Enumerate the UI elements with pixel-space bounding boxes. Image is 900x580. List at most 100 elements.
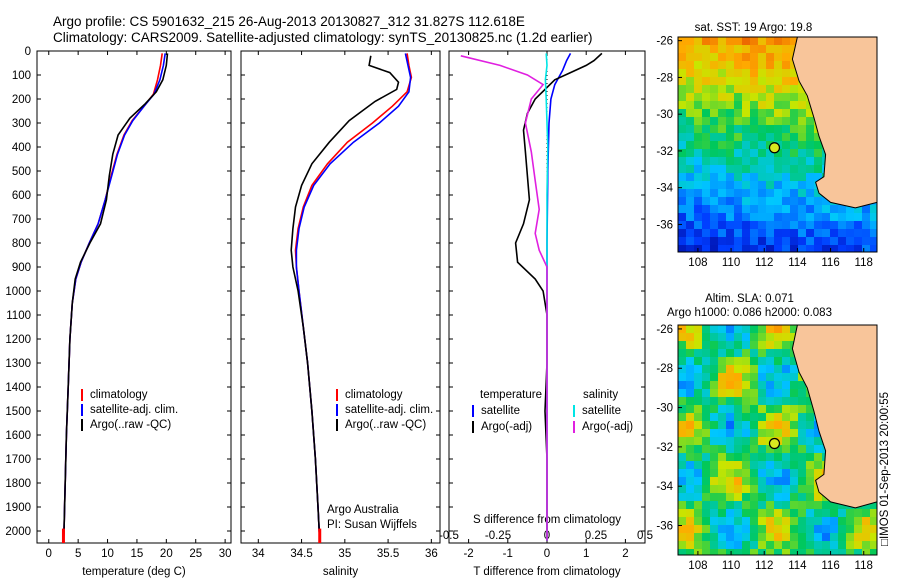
raster-cell <box>782 181 791 190</box>
raster-cell <box>806 189 815 198</box>
raster-cell <box>734 477 743 486</box>
raster-cell <box>774 333 783 342</box>
raster-cell <box>790 133 799 142</box>
raster-cell <box>726 53 735 62</box>
raster-cell <box>782 445 791 454</box>
raster-cell <box>702 61 711 70</box>
raster-cell <box>686 509 695 518</box>
raster-cell <box>726 109 735 118</box>
raster-cell <box>742 541 751 550</box>
raster-cell <box>798 237 807 246</box>
raster-cell <box>742 429 751 438</box>
raster-cell <box>742 53 751 62</box>
raster-cell <box>742 421 751 430</box>
x-tick-label: -1 <box>503 548 513 560</box>
raster-cell <box>718 341 727 350</box>
raster-cell <box>774 549 783 555</box>
raster-cell <box>782 141 791 150</box>
raster-cell <box>806 405 815 414</box>
raster-cell <box>766 125 775 134</box>
x-tick-label: 35 <box>338 548 351 560</box>
raster-cell <box>718 373 727 382</box>
raster-cell <box>758 373 767 382</box>
raster-cell <box>790 445 799 454</box>
raster-cell <box>702 341 711 350</box>
raster-cell <box>726 373 735 382</box>
raster-cell <box>782 453 791 462</box>
raster-cell <box>750 549 759 555</box>
raster-cell <box>702 237 711 246</box>
raster-cell <box>782 397 791 406</box>
x-tick-label: 30 <box>219 548 232 560</box>
raster-cell <box>702 357 711 366</box>
raster-cell <box>862 517 871 526</box>
raster-cell <box>686 373 695 382</box>
raster-cell <box>710 133 719 142</box>
map-raster <box>678 37 877 252</box>
raster-cell <box>846 237 855 246</box>
raster-cell <box>774 413 783 422</box>
y-tick-label: 300 <box>12 118 31 130</box>
raster-cell <box>774 525 783 534</box>
raster-cell <box>814 453 823 462</box>
raster-cell <box>862 213 871 222</box>
panel-difference: -2 -1 0 1 2T difference from climatology -0.5… <box>439 50 653 578</box>
raster-cell <box>710 85 719 94</box>
raster-cell <box>678 61 687 70</box>
legend-header: temperature <box>480 389 542 401</box>
raster-cell <box>694 101 703 110</box>
raster-cell <box>782 189 791 198</box>
raster-cell <box>750 205 759 214</box>
raster-cell <box>774 85 783 94</box>
raster-cell <box>678 245 687 252</box>
raster-cell <box>782 45 791 54</box>
raster-cell <box>726 429 735 438</box>
raster-cell <box>726 549 735 555</box>
raster-cell <box>750 157 759 166</box>
raster-cell <box>678 53 687 62</box>
map-y-tick-label: -26 <box>656 324 673 336</box>
raster-cell <box>726 77 735 86</box>
raster-cell <box>710 493 719 502</box>
raster-cell <box>798 141 807 150</box>
map-y-tick-label: -34 <box>656 481 673 493</box>
raster-cell <box>742 389 751 398</box>
raster-cell <box>750 133 759 142</box>
raster-cell <box>790 429 799 438</box>
raster-cell <box>718 141 727 150</box>
raster-cell <box>782 213 791 222</box>
raster-cell <box>734 413 743 422</box>
raster-cell <box>702 197 711 206</box>
raster-cell <box>726 125 735 134</box>
raster-cell <box>774 357 783 366</box>
raster-cell <box>806 221 815 230</box>
raster-cell <box>694 45 703 54</box>
raster-cell <box>750 533 759 542</box>
raster-cell <box>758 157 767 166</box>
raster-cell <box>790 165 799 174</box>
raster-cell <box>814 533 823 542</box>
raster-cell <box>686 437 695 446</box>
raster-cell <box>782 341 791 350</box>
raster-cell <box>734 501 743 510</box>
map-y-tick-label: -26 <box>656 36 673 48</box>
raster-cell <box>726 461 735 470</box>
raster-cell <box>718 525 727 534</box>
legend-label: climatology <box>90 389 148 401</box>
raster-cell <box>726 149 735 158</box>
raster-cell <box>702 141 711 150</box>
raster-cell <box>766 333 775 342</box>
raster-cell <box>766 365 775 374</box>
raster-cell <box>806 437 815 446</box>
raster-cell <box>854 213 863 222</box>
raster-cell <box>774 77 783 86</box>
argo-position-marker <box>768 437 781 450</box>
raster-cell <box>766 189 775 198</box>
raster-cell <box>686 101 695 110</box>
raster-cell <box>782 165 791 174</box>
raster-cell <box>750 69 759 78</box>
raster-cell <box>710 509 719 518</box>
raster-cell <box>774 477 783 486</box>
raster-cell <box>814 229 823 238</box>
